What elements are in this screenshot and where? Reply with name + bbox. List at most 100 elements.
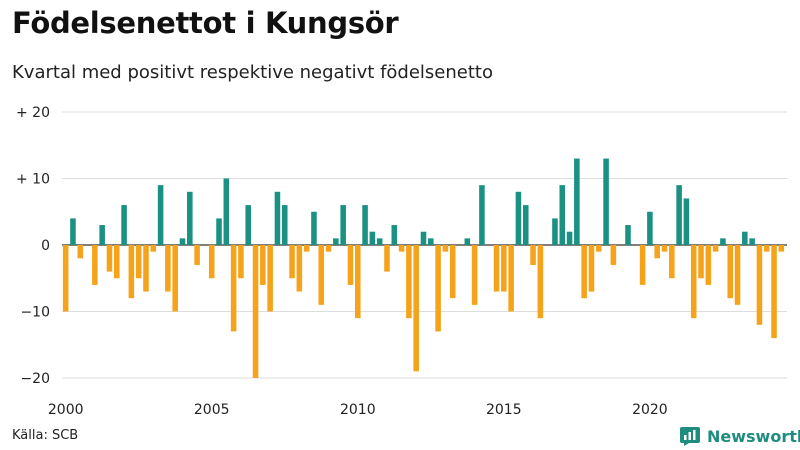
bar — [559, 185, 566, 245]
x-tick-label: 2000 — [48, 402, 84, 418]
chart-subtitle: Kvartal med positivt respektive negativt… — [12, 62, 493, 83]
bar — [208, 245, 215, 279]
bar — [114, 245, 120, 279]
bar — [128, 245, 135, 299]
bar — [216, 218, 222, 245]
bar — [99, 225, 105, 245]
bar — [537, 245, 544, 319]
bar — [172, 245, 178, 312]
bar — [398, 245, 405, 252]
bar — [406, 245, 412, 319]
bar — [77, 245, 84, 259]
x-axis-labels: 2000 2005 2010 2015 2020 — [48, 402, 668, 418]
bar — [391, 225, 398, 245]
bar — [698, 245, 704, 279]
bar — [70, 218, 76, 245]
bar — [355, 245, 361, 319]
bar — [763, 245, 770, 252]
bar — [435, 245, 441, 332]
bar — [333, 238, 339, 245]
bar — [522, 205, 529, 245]
bar — [252, 245, 259, 378]
y-tick-label: 0 — [41, 238, 50, 254]
bar — [92, 245, 98, 285]
bar — [742, 231, 748, 245]
bar — [62, 245, 69, 312]
bar — [442, 245, 449, 252]
bar — [771, 245, 777, 339]
bar — [245, 205, 251, 245]
x-tick-label: 2005 — [194, 402, 230, 418]
bar — [676, 185, 682, 245]
bar — [625, 225, 631, 245]
bar — [413, 245, 419, 372]
bar — [574, 158, 580, 245]
bar — [143, 245, 149, 292]
bar — [230, 245, 237, 332]
bar-chart-logo-icon — [680, 427, 700, 446]
bar — [121, 205, 127, 245]
bar — [530, 245, 536, 265]
bar — [311, 211, 317, 245]
bar — [479, 185, 485, 245]
newsworthy-logo: Newsworthy — [679, 424, 800, 448]
bar — [712, 245, 719, 252]
bar — [449, 245, 456, 299]
y-axis-labels: + 20 + 10 0 −10 −20 — [16, 105, 50, 387]
bar — [369, 231, 376, 245]
bar — [238, 245, 244, 279]
bar — [362, 205, 368, 245]
bar — [727, 245, 733, 299]
bars — [62, 158, 785, 378]
bar — [150, 245, 157, 252]
source-note: Källa: SCB — [12, 428, 79, 443]
bar — [471, 245, 478, 305]
bar — [376, 238, 383, 245]
bar — [194, 245, 200, 265]
bar — [508, 245, 514, 312]
bar — [135, 245, 142, 279]
bar — [501, 245, 507, 292]
bar — [596, 245, 602, 252]
bar — [734, 245, 741, 305]
bar — [493, 245, 500, 292]
bar — [296, 245, 303, 292]
bar — [289, 245, 295, 279]
bar — [157, 185, 164, 245]
bar — [318, 245, 325, 305]
bar — [720, 238, 726, 245]
bar — [281, 205, 288, 245]
y-tick-label: + 20 — [16, 105, 50, 121]
bar — [661, 245, 668, 252]
chart-title: Födelsenettot i Kungsör — [12, 6, 399, 40]
bar — [610, 245, 617, 265]
bar — [340, 205, 346, 245]
bar — [274, 191, 281, 245]
bar — [647, 211, 653, 245]
bar — [187, 191, 193, 245]
y-tick-label: + 10 — [16, 172, 50, 188]
x-tick-label: 2015 — [486, 402, 522, 418]
bar — [690, 245, 697, 319]
bar — [669, 245, 675, 279]
x-tick-label: 2010 — [340, 402, 376, 418]
bar — [603, 158, 609, 245]
bar — [552, 218, 558, 245]
bar — [515, 191, 522, 245]
bar — [267, 245, 273, 312]
y-tick-label: −20 — [20, 371, 50, 387]
bar — [179, 238, 186, 245]
bar — [756, 245, 763, 325]
bar — [566, 231, 573, 245]
bar — [420, 231, 427, 245]
bar — [581, 245, 587, 299]
bar — [165, 245, 171, 292]
bar — [223, 178, 230, 245]
bar — [683, 198, 690, 245]
bar — [384, 245, 390, 272]
bar — [705, 245, 712, 285]
bar — [260, 245, 266, 285]
bar — [588, 245, 595, 292]
bar — [303, 245, 310, 252]
